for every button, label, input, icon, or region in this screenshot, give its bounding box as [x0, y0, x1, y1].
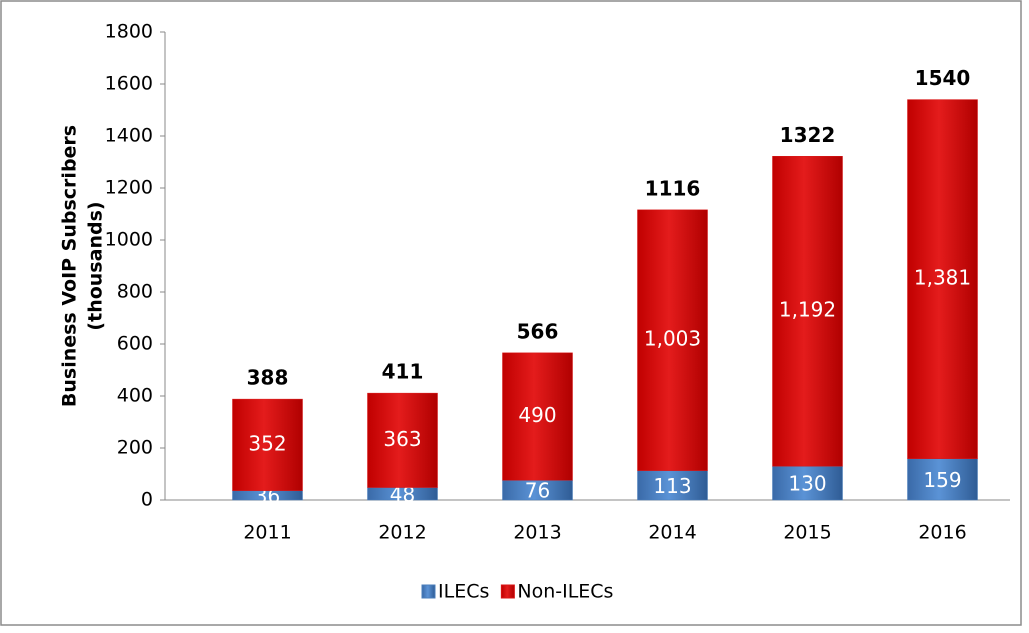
- y-tick-label: 0: [141, 489, 153, 511]
- bar-segment: [907, 458, 978, 501]
- y-tick-label: 1600: [105, 73, 153, 95]
- x-tick-label: 2014: [648, 522, 696, 544]
- data-label: 352: [248, 431, 286, 455]
- y-tick-label: 1000: [105, 229, 153, 251]
- total-label: 1540: [915, 66, 971, 90]
- data-label: 113: [653, 474, 691, 498]
- data-label: 76: [525, 479, 550, 503]
- x-tick-label: 2011: [243, 522, 291, 544]
- x-tick-label: 2016: [918, 522, 966, 544]
- y-tick-label: 1400: [105, 125, 153, 147]
- bar-segment: [907, 99, 978, 459]
- bar-segment: [772, 465, 843, 501]
- y-axis-label: Business VoIP Subscribers (thousands): [59, 125, 107, 407]
- bar-segment: [232, 398, 303, 491]
- x-tick-label: 2012: [378, 522, 426, 544]
- data-label: 490: [518, 403, 556, 427]
- y-tick-label: 800: [117, 281, 153, 303]
- total-label: 411: [382, 360, 424, 384]
- data-label: 159: [923, 468, 961, 492]
- y-tick-label: 400: [117, 385, 153, 407]
- bar-segment: [637, 209, 708, 471]
- bar-segment: [772, 156, 843, 467]
- legend-swatch: [421, 584, 436, 599]
- x-tick-label: 2015: [783, 522, 831, 544]
- total-label: 1322: [780, 123, 836, 147]
- total-label: 388: [247, 366, 289, 390]
- y-tick-label: 200: [117, 437, 153, 459]
- y-label-line: Business VoIP Subscribers: [59, 125, 81, 407]
- y-tick-label: 1800: [105, 21, 153, 43]
- data-label: 363: [383, 427, 421, 451]
- legend-label: Non-ILECs: [517, 581, 613, 603]
- bar-segment: [367, 392, 438, 488]
- total-label: 1116: [645, 176, 701, 200]
- total-label: 566: [517, 319, 559, 343]
- data-label: 1,381: [914, 266, 971, 290]
- data-label: 1,003: [644, 327, 701, 351]
- y-tick-label: 600: [117, 333, 153, 355]
- legend-label: ILECs: [438, 581, 489, 603]
- y-tick-label: 1200: [105, 177, 153, 199]
- legend-swatch: [500, 584, 515, 599]
- y-label-line: (thousands): [85, 201, 107, 330]
- x-tick-label: 2013: [513, 522, 561, 544]
- data-label: 130: [788, 472, 826, 496]
- bar-segment: [502, 352, 573, 481]
- data-label: 1,192: [779, 298, 836, 322]
